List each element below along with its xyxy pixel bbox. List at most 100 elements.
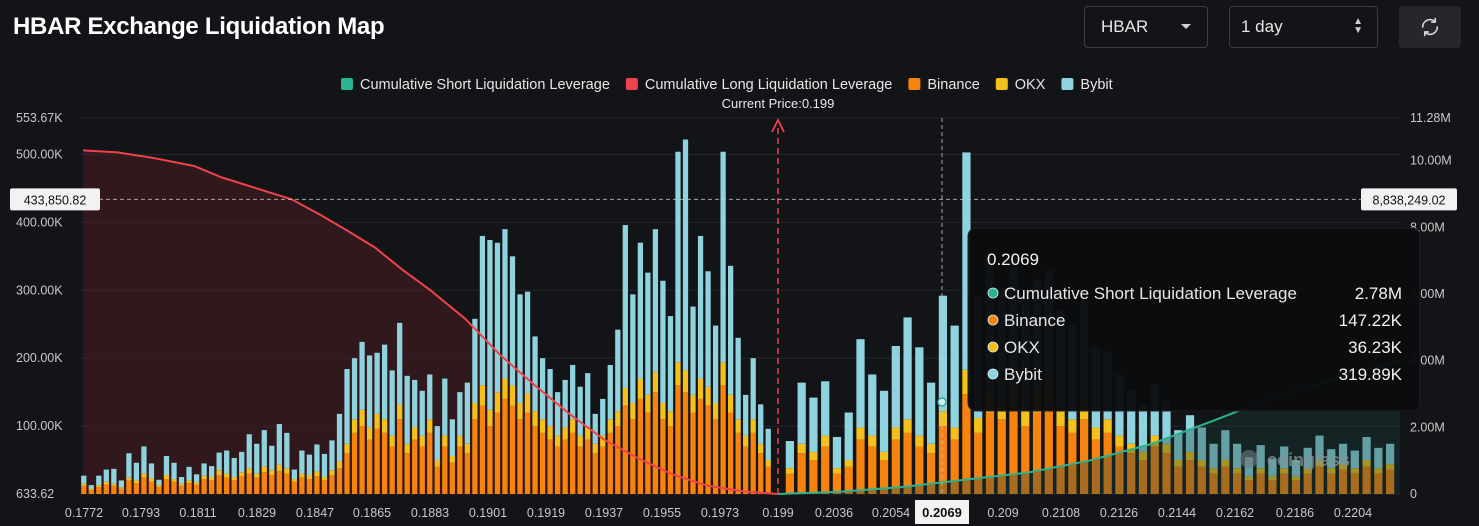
bar-segment	[397, 322, 403, 405]
bar-segment	[622, 405, 628, 494]
bar-segment	[868, 446, 877, 494]
bar-segment	[103, 481, 109, 485]
bar-segment	[314, 476, 320, 494]
bar-segment	[577, 386, 583, 436]
bar-segment	[1362, 460, 1371, 467]
bar-segment	[509, 256, 516, 386]
bar-segment	[1150, 435, 1159, 447]
bar-segment	[532, 336, 538, 412]
bar-segment	[314, 471, 320, 477]
period-select[interactable]: 1 day ▲ ▼	[1229, 6, 1378, 48]
bar-segment	[712, 402, 719, 420]
bar-segment	[539, 419, 546, 433]
bar-segment	[126, 480, 132, 494]
bar-segment	[585, 373, 591, 428]
bar-segment	[592, 413, 598, 444]
bar-segment	[291, 481, 298, 494]
bar-segment	[524, 412, 531, 494]
bar-segment	[111, 485, 117, 494]
x-tick-label: 0.2036	[815, 506, 853, 520]
bar-segment	[926, 382, 936, 444]
bar-segment	[412, 439, 418, 494]
bar-segment	[727, 394, 734, 413]
bar-segment	[891, 427, 900, 440]
bar-segment	[111, 483, 117, 486]
bar-segment	[359, 341, 365, 410]
bar-segment	[299, 450, 305, 474]
x-tick-label: 0.1772	[65, 506, 103, 520]
x-tick-label: 0.1973	[701, 506, 739, 520]
bar-segment	[630, 402, 636, 420]
x-tick-label: 0.209	[987, 506, 1018, 520]
bar-segment	[381, 419, 388, 433]
bar-segment	[216, 452, 222, 471]
bar-segment	[457, 435, 463, 447]
bar-segment	[600, 435, 606, 447]
bar-segment	[1197, 466, 1206, 494]
bar-segment	[720, 362, 726, 386]
bar-segment	[562, 439, 568, 494]
x-tick-label: 0.2186	[1276, 506, 1314, 520]
bar-segment	[502, 398, 508, 494]
bar-segment	[1232, 443, 1242, 469]
bar-segment	[1221, 430, 1230, 461]
bar-segment	[359, 409, 365, 427]
tooltip-row-label: Binance	[1004, 311, 1065, 330]
bar-segment	[1138, 460, 1148, 494]
bar-segment	[667, 411, 674, 427]
symbol-select[interactable]: HBAR	[1084, 6, 1208, 48]
x-tick-label: 0.1919	[527, 506, 565, 520]
bar-segment	[1115, 435, 1124, 447]
bar-segment	[1374, 447, 1383, 469]
bar-segment	[1338, 469, 1348, 494]
current-price-label: Current Price:0.199	[722, 96, 835, 111]
bar-segment	[765, 428, 771, 461]
bar-segment	[697, 235, 704, 379]
bar-segment	[351, 419, 358, 433]
bar-segment	[743, 435, 749, 447]
bar-segment	[660, 419, 666, 494]
bar-segment	[103, 484, 109, 494]
bar-segment	[404, 453, 410, 494]
bar-segment	[171, 481, 177, 494]
bar-segment	[276, 424, 282, 465]
bar-segment	[1091, 427, 1101, 440]
page-title: HBAR Exchange Liquidation Map	[13, 13, 385, 40]
bar-segment	[412, 427, 418, 440]
bar-segment	[118, 480, 125, 488]
bar-segment	[193, 484, 200, 494]
bar-segment	[903, 432, 912, 494]
bar-segment	[133, 483, 140, 494]
bar-segment	[434, 466, 440, 494]
bar-segment	[1327, 468, 1336, 474]
x-tick-label: 0.2108	[1042, 506, 1080, 520]
bar-segment	[797, 443, 806, 454]
bar-segment	[336, 461, 343, 469]
bar-segment	[570, 432, 576, 494]
bar-segment	[743, 394, 749, 436]
bar-segment	[487, 409, 493, 427]
bar-segment	[374, 428, 380, 494]
bar-segment	[950, 439, 959, 494]
bar-segment	[502, 378, 508, 399]
coinglass-logo-icon	[1240, 450, 1258, 468]
bar-segment	[494, 412, 501, 494]
bar-segment	[637, 398, 644, 494]
refresh-button[interactable]	[1399, 6, 1461, 48]
bar-segment	[269, 470, 275, 475]
legend-label: Binance	[927, 77, 979, 93]
bar-segment	[404, 375, 410, 444]
bar-segment	[832, 436, 842, 469]
bar-segment	[735, 432, 741, 494]
bar-segment	[88, 485, 94, 489]
tooltip-row-value: 2.78M	[1355, 284, 1402, 303]
bar-segment	[758, 443, 764, 454]
bar-segment	[675, 362, 681, 386]
bar-segment	[434, 426, 440, 461]
crosshair-left-value: 433,850.82	[24, 193, 87, 207]
bar-segment	[163, 474, 170, 480]
x-tick-label: 0.1865	[353, 506, 391, 520]
bar-segment	[682, 370, 689, 393]
bar-segment	[171, 462, 177, 480]
